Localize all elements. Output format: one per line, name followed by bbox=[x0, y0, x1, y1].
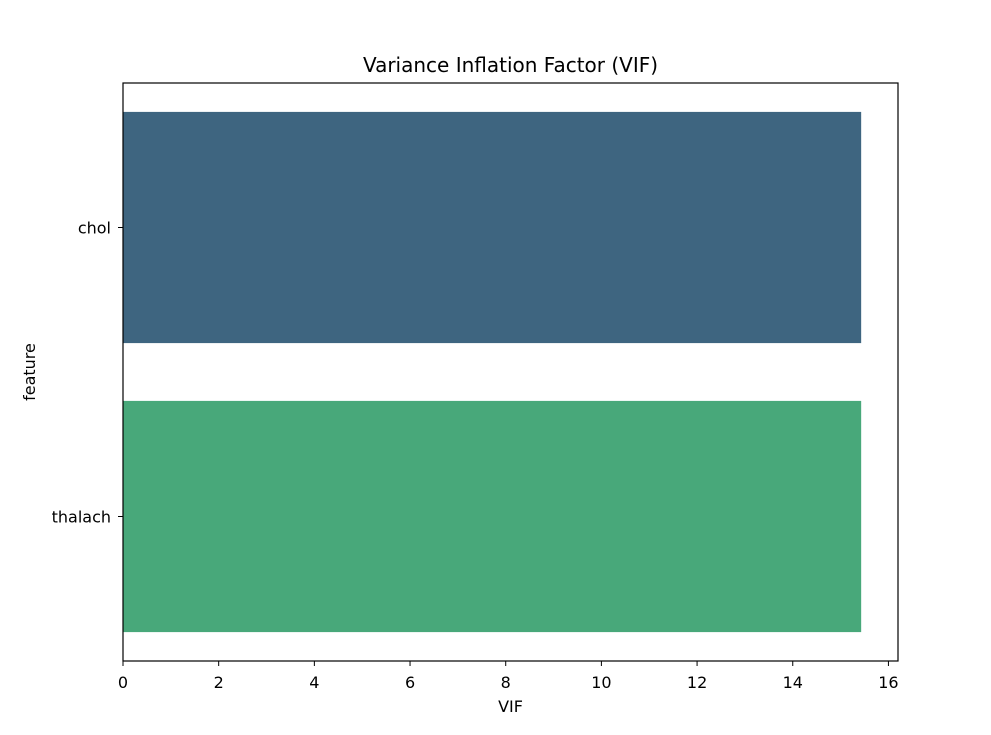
y-axis-ticks: chol thalach bbox=[52, 219, 123, 527]
x-tick-label-0: 0 bbox=[118, 673, 128, 692]
x-axis-ticks: 0 2 4 6 8 10 12 14 16 bbox=[118, 661, 899, 692]
y-tick-label-thalach: thalach bbox=[52, 508, 111, 527]
bars-group bbox=[123, 111, 862, 633]
x-tick-label-12: 12 bbox=[687, 673, 707, 692]
x-tick-label-2: 2 bbox=[214, 673, 224, 692]
x-axis-label: VIF bbox=[498, 697, 523, 716]
x-tick-label-8: 8 bbox=[501, 673, 511, 692]
x-tick-label-16: 16 bbox=[878, 673, 898, 692]
bar-thalach bbox=[123, 400, 862, 633]
x-tick-label-6: 6 bbox=[405, 673, 415, 692]
chart-title: Variance Inflation Factor (VIF) bbox=[363, 53, 658, 77]
bar-chol bbox=[123, 111, 862, 344]
y-axis-label: feature bbox=[20, 343, 39, 401]
x-tick-label-10: 10 bbox=[591, 673, 611, 692]
x-tick-label-14: 14 bbox=[783, 673, 803, 692]
y-tick-label-chol: chol bbox=[78, 219, 111, 238]
x-tick-label-4: 4 bbox=[309, 673, 319, 692]
plot-frame bbox=[122, 82, 899, 662]
